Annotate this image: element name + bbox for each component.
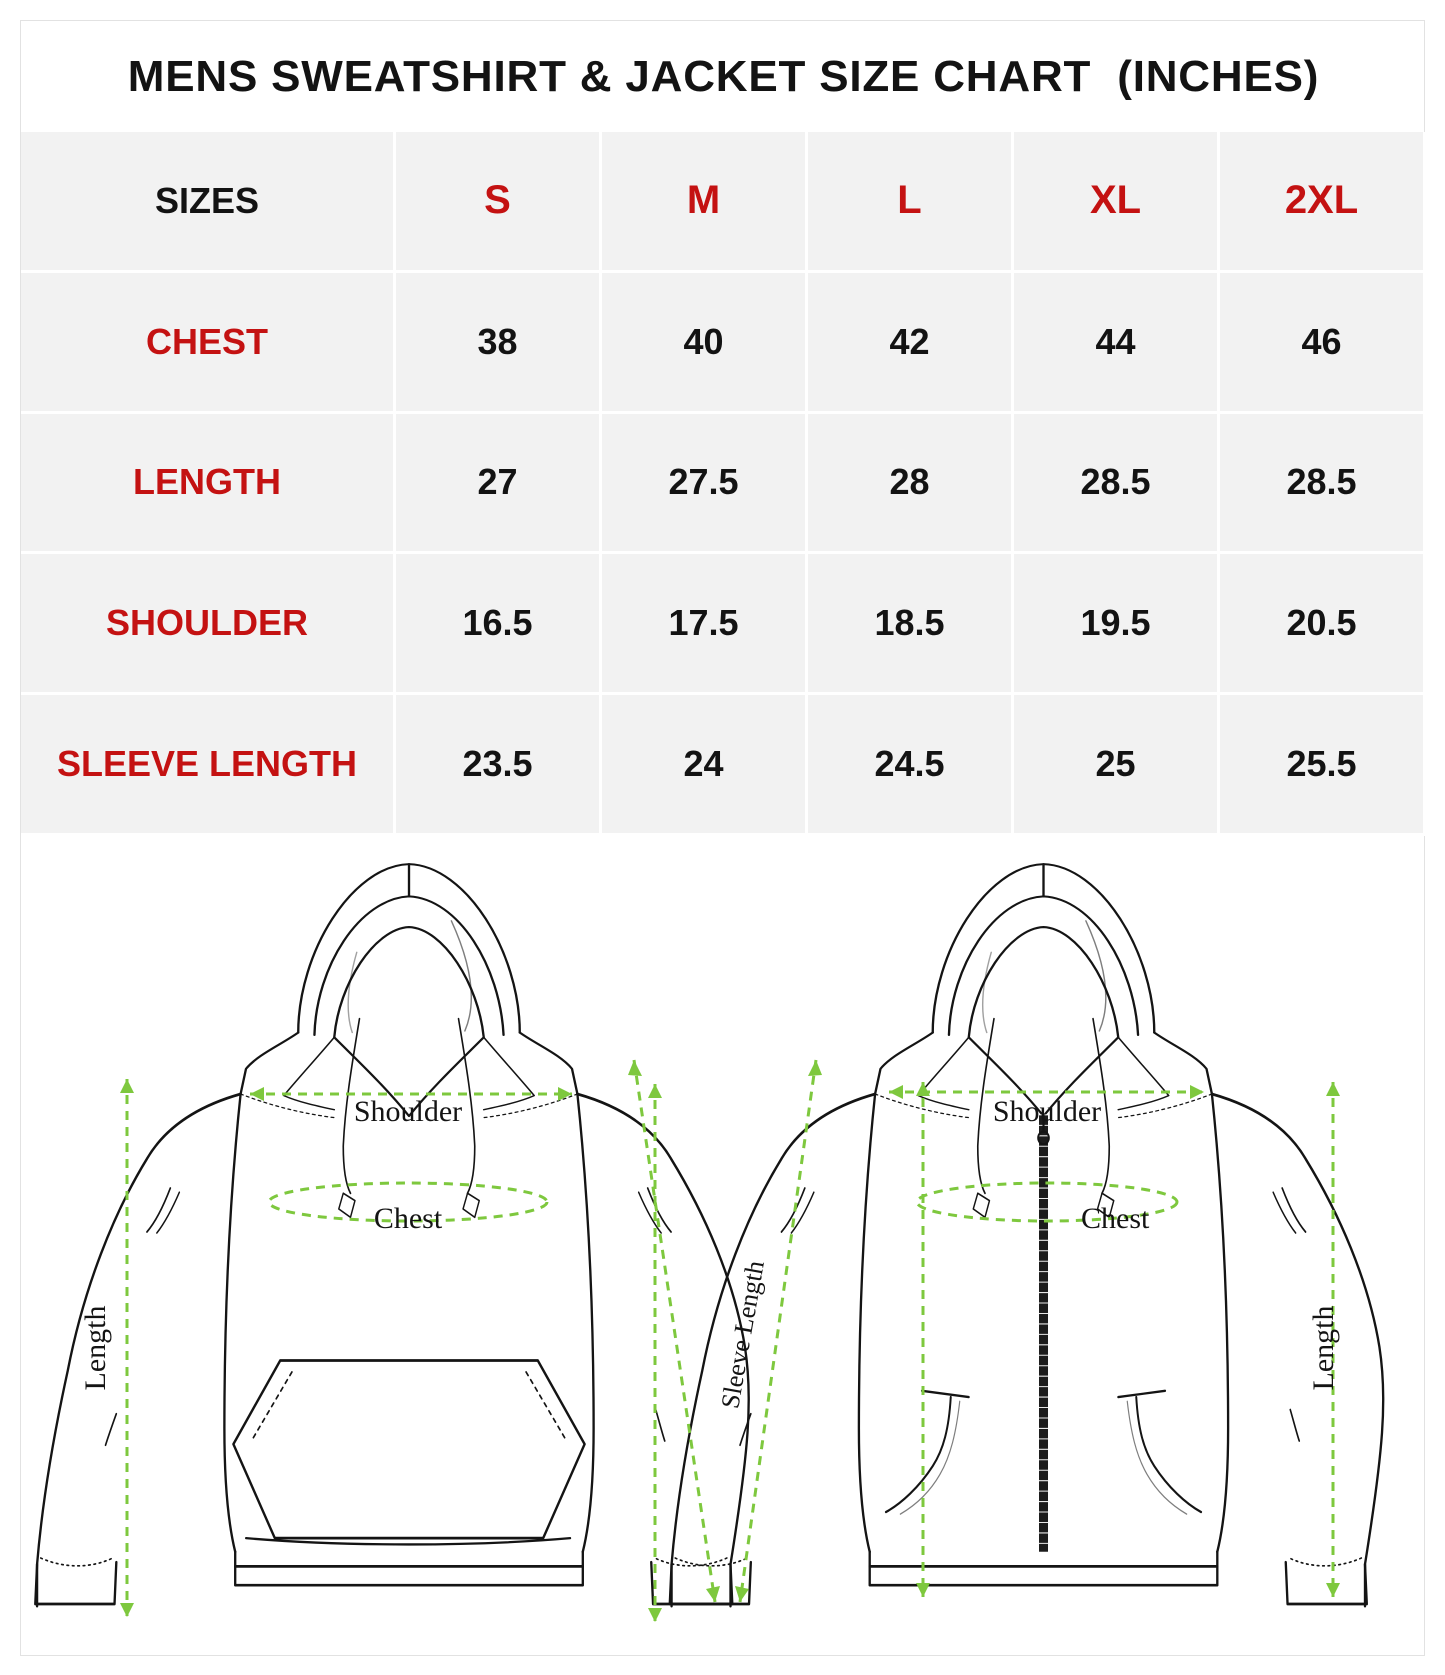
svg-text:Length: Length [1307, 1306, 1340, 1391]
svg-text:Shoulder: Shoulder [354, 1095, 462, 1128]
svg-text:Shoulder: Shoulder [993, 1095, 1101, 1128]
svg-text:Length: Length [79, 1306, 112, 1391]
svg-text:Chest: Chest [374, 1202, 443, 1235]
svg-text:Chest: Chest [1081, 1202, 1150, 1235]
svg-text:Sleeve Length: Sleeve Length [715, 1258, 770, 1410]
